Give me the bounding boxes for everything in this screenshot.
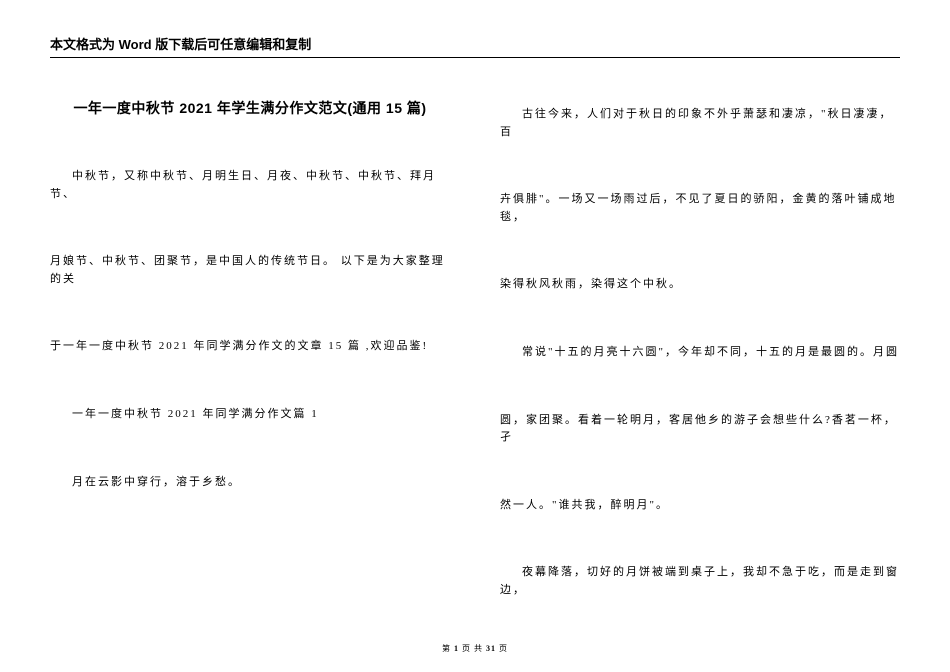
paragraph: 于一年一度中秋节 2021 年同学满分作文的文章 15 篇 ,欢迎品鉴! <box>50 338 450 356</box>
page-footer: 第 1 页 共 31 页 <box>0 643 950 654</box>
document-columns: 一年一度中秋节 2021 年学生满分作文范文(通用 15 篇) 中秋节，又称中秋… <box>50 98 900 650</box>
paragraph: 常说"十五的月亮十六圆"，今年却不同，十五的月是最圆的。月圆 <box>500 344 900 362</box>
paragraph: 夜幕降落，切好的月饼被端到桌子上，我却不急于吃，而是走到窗边， <box>500 564 900 599</box>
paragraph: 中秋节，又称中秋节、月明生日、月夜、中秋节、中秋节、拜月节、 <box>50 168 450 203</box>
paragraph: 染得秋风秋雨，染得这个中秋。 <box>500 276 900 294</box>
paragraph: 卉俱腓"。一场又一场雨过后，不见了夏日的骄阳，金黄的落叶铺成地毯， <box>500 191 900 226</box>
footer-total-pages: 31 <box>486 644 496 653</box>
paragraph: 一年一度中秋节 2021 年同学满分作文篇 1 <box>50 406 450 424</box>
document-title: 一年一度中秋节 2021 年学生满分作文范文(通用 15 篇) <box>50 98 450 118</box>
paragraph: 古往今来，人们对于秋日的印象不外乎萧瑟和凄凉，"秋日凄凄，百 <box>500 106 900 141</box>
paragraph: 圆，家团聚。看着一轮明月，客居他乡的游子会想些什么?香茗一杯，孑 <box>500 412 900 447</box>
paragraph: 然一人。"谁共我，醉明月"。 <box>500 497 900 515</box>
header-notice: 本文格式为 Word 版下载后可任意编辑和复制 <box>50 34 900 58</box>
footer-prefix: 第 <box>442 644 451 653</box>
paragraph: 月娘节、中秋节、团聚节，是中国人的传统节日。 以下是为大家整理的关 <box>50 253 450 288</box>
left-column: 一年一度中秋节 2021 年学生满分作文范文(通用 15 篇) 中秋节，又称中秋… <box>50 98 450 650</box>
paragraph: 月在云影中穿行，溶于乡愁。 <box>50 474 450 492</box>
footer-suffix: 页 <box>499 644 508 653</box>
footer-mid: 页 共 <box>462 644 483 653</box>
footer-current-page: 1 <box>454 644 459 653</box>
right-column: 古往今来，人们对于秋日的印象不外乎萧瑟和凄凉，"秋日凄凄，百 卉俱腓"。一场又一… <box>500 98 900 650</box>
